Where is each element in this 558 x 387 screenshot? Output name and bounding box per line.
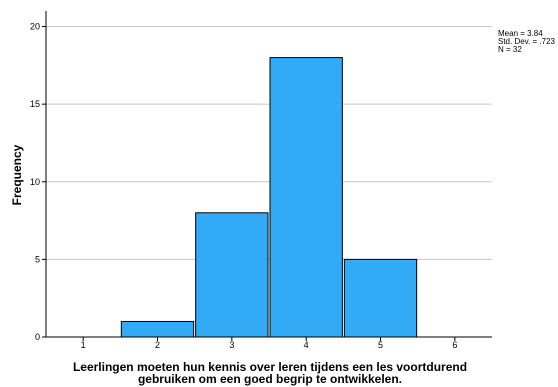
- gridlines: [46, 26, 492, 260]
- bar-5: [343, 258, 418, 338]
- x-tick-label-2: 3: [229, 340, 234, 350]
- bars: [120, 57, 418, 338]
- stats-mean: Mean = 3.84: [498, 29, 543, 38]
- stats-std-dev: Std. Dev. = .723: [498, 37, 556, 46]
- x-tick-label-3: 4: [304, 340, 309, 350]
- x-tick-label-5: 6: [452, 340, 457, 350]
- x-axis-label-line-1: Leerlingen moeten hun kennis over leren …: [73, 360, 467, 374]
- x-tick-label-0: 1: [81, 340, 86, 350]
- x-tick-label-1: 2: [155, 340, 160, 350]
- bar-4: [269, 57, 343, 338]
- y-ticks: 0 5 10 15 20: [30, 22, 46, 342]
- x-ticks: 1 2 3 4 5 6: [81, 337, 457, 350]
- y-tick-label-2: 10: [30, 177, 40, 187]
- bar-2: [120, 320, 195, 338]
- y-tick-label-4: 20: [30, 22, 40, 32]
- bar-3: [195, 212, 269, 338]
- stats-box: Mean = 3.84 Std. Dev. = .723 N = 32: [498, 29, 556, 54]
- stats-n: N = 32: [498, 45, 522, 54]
- y-tick-label-0: 0: [35, 332, 40, 342]
- x-axis-label: Leerlingen moeten hun kennis over leren …: [73, 360, 467, 386]
- y-tick-label-3: 15: [30, 99, 40, 109]
- x-axis-label-line-2: gebruiken om een goed begrip te ontwikke…: [138, 372, 402, 386]
- y-tick-label-1: 5: [35, 254, 40, 264]
- x-tick-label-4: 5: [378, 340, 383, 350]
- y-axis-label: Frequency: [10, 144, 24, 205]
